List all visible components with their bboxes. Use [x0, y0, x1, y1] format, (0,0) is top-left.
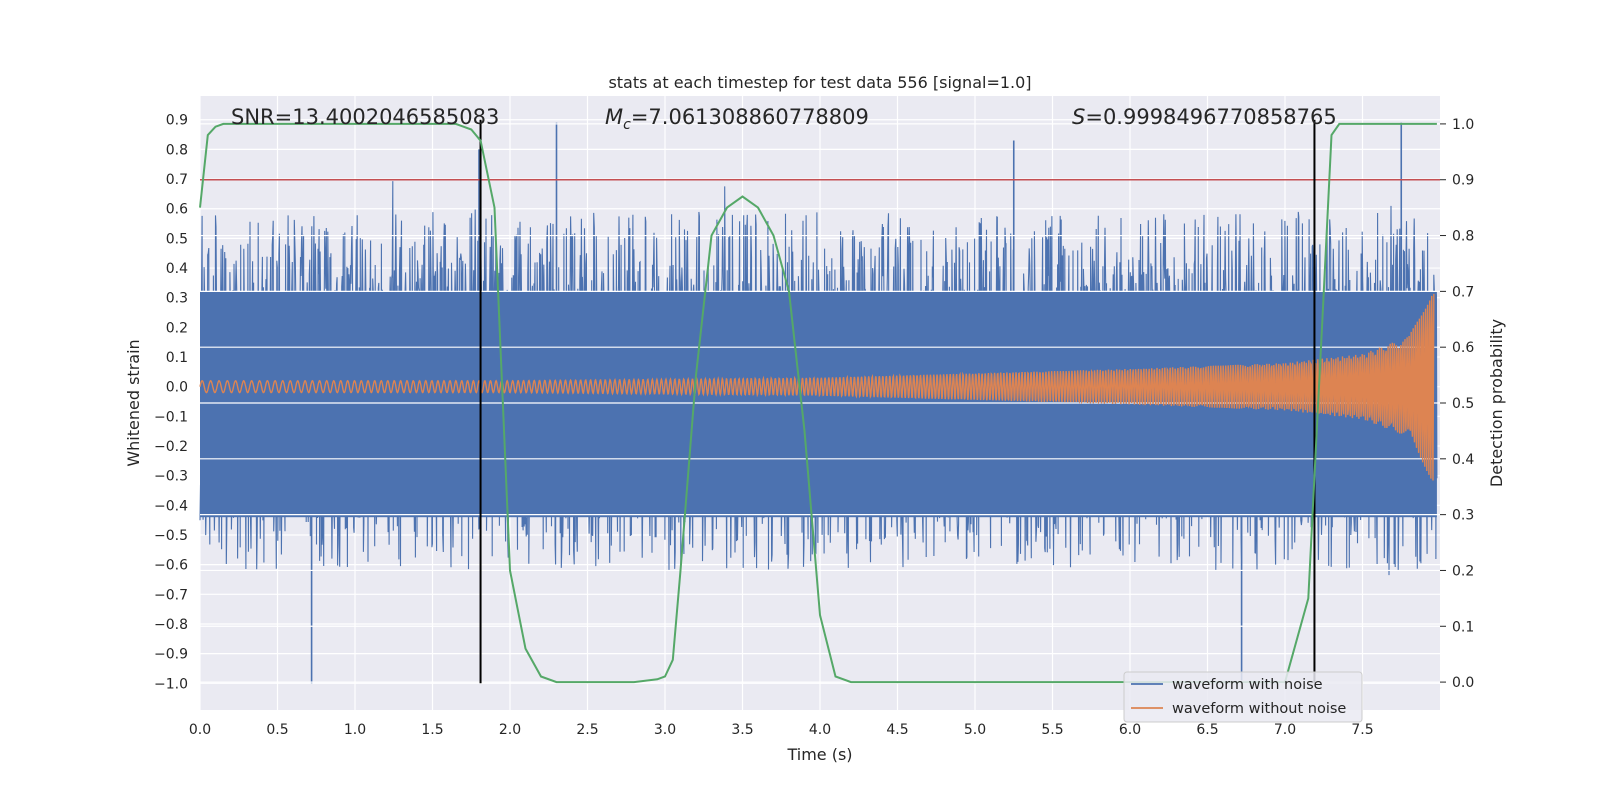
x-tick-label: 1.5: [421, 722, 443, 738]
y-right-tick-label: 0.3: [1452, 508, 1474, 524]
y-tick-label: −0.3: [154, 469, 188, 485]
y-tick-label: 0.0: [166, 380, 188, 396]
x-tick-label: 1.0: [344, 722, 366, 738]
x-tick-label: 7.5: [1351, 722, 1373, 738]
left-y-tick-labels: 0.9 0.8 0.7 0.6 0.5 0.4 0.3 0.2 0.1 0.0 −0.1 −0.2 −0…: [154, 113, 188, 693]
y-right-tick-label: 0.5: [1452, 396, 1474, 412]
y-tick-label: 0.7: [166, 172, 188, 188]
y-tick-label: 0.4: [166, 261, 188, 277]
detection-window-lines: [479, 119, 1316, 684]
x-tick-label: 6.0: [1119, 722, 1141, 738]
y-tick-label: −0.9: [154, 647, 188, 663]
x-tick-label: 2.0: [499, 722, 521, 738]
y-right-tick-label: 0.2: [1452, 563, 1474, 579]
x-tick-label: 4.0: [809, 722, 831, 738]
y-tick-label: 0.1: [166, 350, 188, 366]
y-tick-label: 0.3: [166, 291, 188, 307]
legend-label-noise: waveform with noise: [1172, 677, 1323, 693]
legend-box: [1123, 671, 1363, 723]
y-axis-label: Whitened strain: [124, 339, 143, 466]
x-tick-label: 6.5: [1196, 722, 1218, 738]
y-right-tick-label: 0.1: [1452, 619, 1474, 635]
x-tick-label: 7.0: [1274, 722, 1296, 738]
y-tick-label: −0.8: [154, 617, 188, 633]
x-tick-label: 5.0: [964, 722, 986, 738]
x-tick-label: 3.5: [731, 722, 753, 738]
legend: waveform with noise waveform without noi…: [1123, 671, 1363, 723]
clean-waveform-line: [199, 293, 1435, 481]
legend-label-clean: waveform without noise: [1172, 701, 1346, 717]
x-tick-label: 3.0: [654, 722, 676, 738]
x-tick-label: 0.5: [266, 722, 288, 738]
y-tick-label: −0.5: [154, 528, 188, 544]
y-tick-label: 0.2: [166, 320, 188, 336]
y-right-tick-label: 1.0: [1452, 117, 1474, 133]
y-tick-label: 0.9: [166, 113, 188, 129]
y-tick-label: 0.6: [166, 202, 188, 218]
x-tick-labels: 0.0 0.5 1.0 1.5 2.0 2.5 3.0 3.5 4.0 4.5 5.0 5.5 6.0 6…: [189, 722, 1374, 738]
y-tick-label: −0.7: [154, 587, 188, 603]
y-right-tick-label: 0.8: [1452, 229, 1474, 245]
y-tick-label: −0.4: [154, 498, 188, 514]
y-tick-label: 0.5: [166, 231, 188, 247]
x-tick-label: 2.5: [576, 722, 598, 738]
y-tick-label: −0.2: [154, 439, 188, 455]
y-right-tick-label: 0.6: [1452, 340, 1474, 356]
clean-waveform-series: [199, 293, 1435, 481]
y-axis-label-right: Detection probability: [1487, 319, 1506, 487]
chart-title: stats at each timestep for test data 556…: [608, 73, 1031, 92]
y-tick-label: 0.8: [166, 142, 188, 158]
noisy-waveform-series: [199, 122, 1438, 684]
y-right-tick-label: 0.4: [1452, 452, 1474, 468]
x-tick-label: 0.0: [189, 722, 211, 738]
chirp-mass-annotation: Mc=7.061308860778809: [605, 105, 869, 133]
y-right-tick-label: 0.0: [1452, 675, 1474, 691]
y-right-tick-label: 0.7: [1452, 284, 1474, 300]
y-right-tick-label: 0.9: [1452, 173, 1474, 189]
s-statistic-annotation: S=0.9998496770858765: [1072, 105, 1337, 129]
right-y-tick-labels: 1.0 0.9 0.8 0.7 0.6 0.5 0.4 0.3 0.2 0.1 0.0: [1440, 117, 1474, 691]
x-axis-label: Time (s): [786, 745, 852, 764]
x-tick-label: 5.5: [1041, 722, 1063, 738]
y-tick-label: −0.1: [154, 409, 188, 425]
noisy-waveform-core: [200, 291, 1437, 518]
y-tick-label: −0.6: [154, 558, 188, 574]
y-tick-label: −1.0: [154, 676, 188, 692]
snr-annotation: SNR=13.4002046585083: [231, 105, 499, 129]
x-tick-label: 4.5: [886, 722, 908, 738]
